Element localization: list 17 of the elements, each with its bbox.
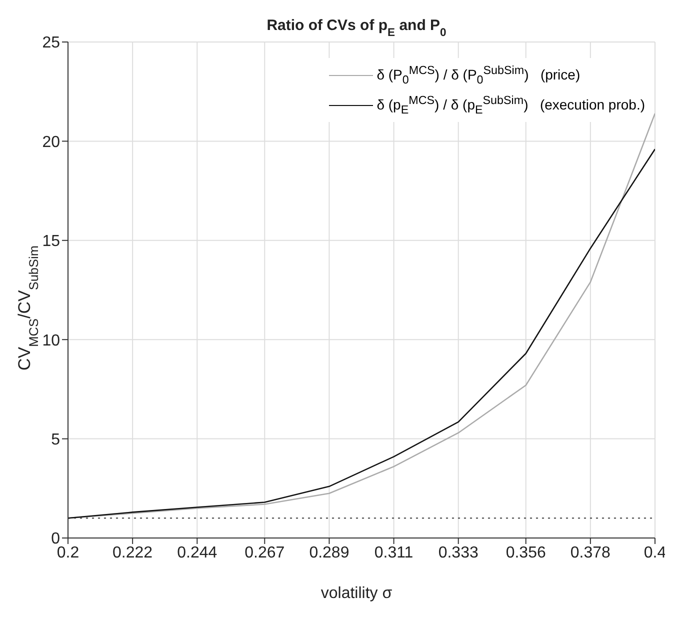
- x-tick-label: 0.222: [112, 544, 153, 562]
- x-tick-label: 0.356: [506, 544, 546, 562]
- legend-label: δ (P$_{0}$$^{MCS}$) / δ (P$_{0}$$^{SubSim}$) (price): [376, 64, 580, 86]
- x-tick-label: 0.289: [309, 544, 350, 562]
- x-tick-label: 0.333: [438, 544, 478, 562]
- y-tick-label: 25: [42, 34, 60, 52]
- x-tick-label: 0.267: [244, 544, 285, 562]
- x-tick-label: 0.378: [570, 544, 611, 562]
- x-tick-label: 0.311: [374, 544, 414, 562]
- y-tick-label: 10: [42, 332, 60, 350]
- legend-label: δ (p$_{E}$$^{MCS}$) / δ (p$_{E}$$^{SubSim}$) (execution prob.): [376, 94, 645, 116]
- y-tick-label: 15: [42, 233, 60, 250]
- x-tick-label: 0.244: [177, 544, 218, 562]
- y-tick-label: 20: [42, 134, 60, 151]
- x-axis-title: volatility σ: [320, 585, 392, 602]
- y-tick-label: 5: [51, 431, 60, 448]
- chart-title: Ratio of CVs of p$_{E}$ and P$_{0}$: [266, 17, 446, 39]
